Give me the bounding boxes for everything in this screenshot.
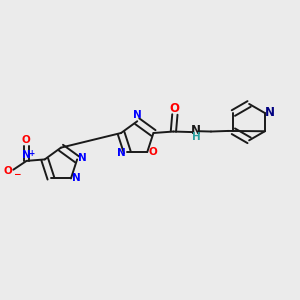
Text: N: N (78, 153, 87, 163)
Text: O: O (22, 135, 31, 145)
Text: N: N (72, 173, 81, 183)
Text: N: N (191, 124, 201, 137)
Text: O: O (149, 147, 158, 157)
Text: N: N (117, 148, 126, 158)
Text: N: N (265, 106, 275, 119)
Text: O: O (4, 166, 12, 176)
Text: +: + (29, 149, 35, 158)
Text: N: N (133, 110, 142, 120)
Text: H: H (192, 132, 201, 142)
Text: −: − (13, 170, 20, 179)
Text: N: N (22, 150, 31, 160)
Text: O: O (170, 102, 180, 115)
